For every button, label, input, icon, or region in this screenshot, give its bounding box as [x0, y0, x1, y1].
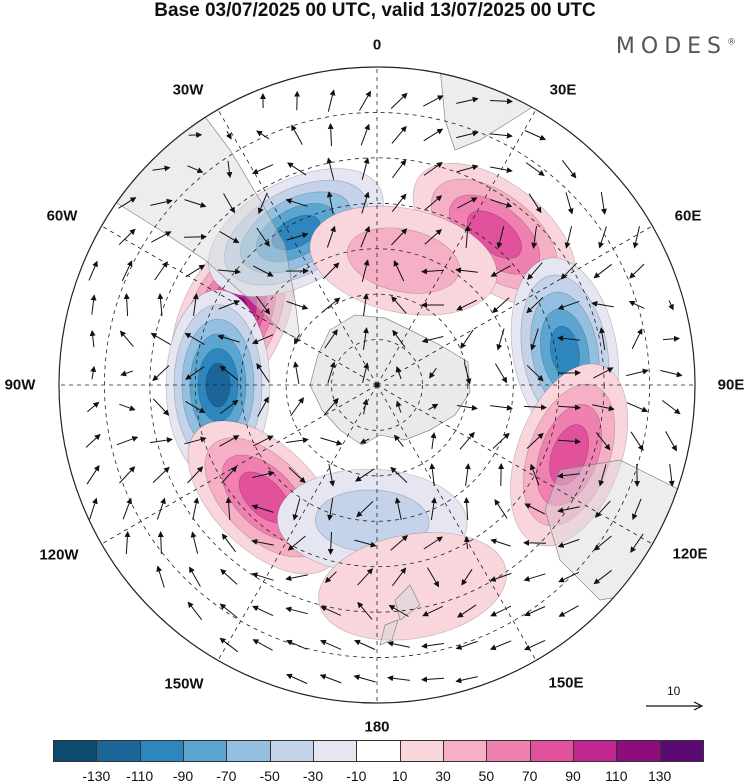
- colorbar-tick-label: 110: [605, 768, 627, 784]
- lon-label-60w: 60W: [47, 208, 78, 225]
- colorbar-tick-label: -70: [216, 768, 236, 784]
- colorbar-swatch: [530, 740, 574, 762]
- colorbar-tick-label: -50: [260, 768, 280, 784]
- colorbar-swatch: [226, 740, 270, 762]
- colorbar-tick-label: 90: [565, 768, 581, 784]
- colorbar-swatch: [486, 740, 530, 762]
- lon-label-90e: 90E: [718, 377, 745, 394]
- colorbar-swatch: [313, 740, 357, 762]
- colorbar-tick-label: -90: [173, 768, 193, 784]
- lon-label-30w: 30W: [173, 82, 204, 99]
- colorbar-tick-label: -110: [126, 768, 153, 784]
- colorbar-swatch: [443, 740, 487, 762]
- colorbar-swatch: [660, 740, 704, 762]
- colorbar-swatch: [53, 740, 97, 762]
- colorbar-swatch: [616, 740, 660, 762]
- south-pole-marker: [375, 383, 380, 388]
- wind-vector-arrow: [184, 237, 206, 238]
- colorbar-tick-label: -10: [346, 768, 366, 784]
- lon-label-150w: 150W: [164, 676, 203, 693]
- colorbar: [53, 740, 703, 762]
- colorbar-swatch: [270, 740, 314, 762]
- colorbar-swatch: [96, 740, 140, 762]
- lon-label-0: 0: [373, 37, 381, 54]
- colorbar-tick-label: 50: [479, 768, 495, 784]
- colorbar-tick-label: -130: [82, 768, 110, 784]
- colorbar-swatch: [140, 740, 184, 762]
- vector-reference-arrow: [646, 696, 706, 726]
- colorbar-tick-label: -30: [303, 768, 323, 784]
- colorbar-swatch: [356, 740, 400, 762]
- colorbar-tick-label: 30: [435, 768, 451, 784]
- colorbar-tick-label: 10: [392, 768, 408, 784]
- colorbar-swatch: [573, 740, 617, 762]
- colorbar-tick-label: 70: [522, 768, 538, 784]
- lon-label-150e: 150E: [548, 675, 583, 692]
- colorbar-swatch: [400, 740, 444, 762]
- colorbar-swatch: [183, 740, 227, 762]
- lon-label-120w: 120W: [39, 547, 78, 564]
- lon-label-60e: 60E: [675, 208, 702, 225]
- lon-label-180: 180: [364, 719, 389, 736]
- lon-label-90w: 90W: [5, 377, 36, 394]
- lon-label-30e: 30E: [550, 82, 577, 99]
- contour-fill: [206, 363, 230, 407]
- colorbar-tick-label: 130: [648, 768, 671, 784]
- lon-label-120e: 120E: [672, 546, 707, 563]
